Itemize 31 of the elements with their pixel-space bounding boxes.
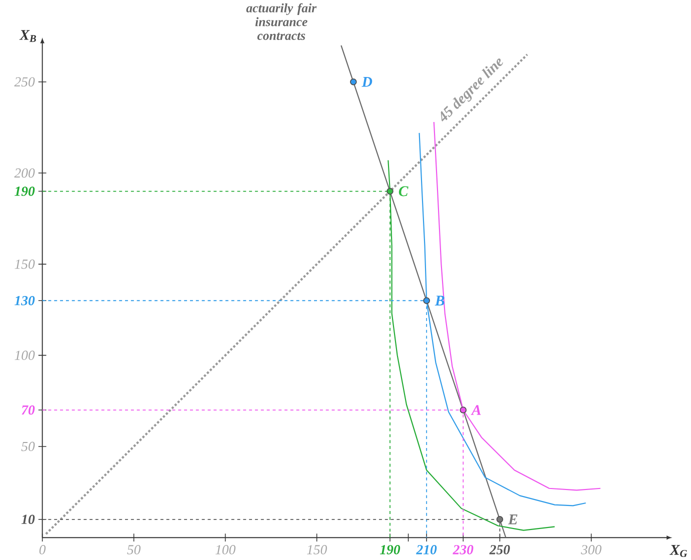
x-tick-label: 50 <box>127 544 141 554</box>
y-tick-label: 190 <box>14 186 35 196</box>
y-tick-label: 100 <box>14 350 35 360</box>
point <box>496 516 504 523</box>
y-tick-label: 10 <box>21 514 35 524</box>
y-tick-label: 250 <box>14 77 35 86</box>
annotation: D <box>362 76 372 87</box>
x-tick-label: 190 <box>380 544 400 554</box>
x-tick-label: 150 <box>306 544 327 554</box>
annotation: A <box>470 405 481 415</box>
y-tick-label: 150 <box>14 259 35 269</box>
y-tick-label: 50 <box>21 442 35 452</box>
x-tick-label: 0 <box>39 544 46 554</box>
point <box>350 78 357 86</box>
x-tick-label: 300 <box>580 544 602 554</box>
annotation: E <box>508 514 518 524</box>
y-axis-title: X$_{B}$ <box>19 30 36 42</box>
x-tick-label: 250 <box>489 544 510 554</box>
annotation: actuarily fair insurance contracts <box>246 3 317 40</box>
point <box>386 188 394 195</box>
y-tick-label: 200 <box>14 168 35 178</box>
x-tick-label: 210 <box>416 544 437 554</box>
x-axis-title: X$_{G}$ <box>670 544 688 557</box>
x-tick-label: 230 <box>452 544 474 554</box>
point <box>423 297 430 304</box>
y-tick-label: 130 <box>14 296 35 306</box>
y-tick-label: 70 <box>22 405 35 415</box>
annotation: C <box>398 186 408 196</box>
line-series <box>433 121 601 491</box>
x-tick-label: 100 <box>215 544 236 554</box>
point <box>460 406 467 414</box>
